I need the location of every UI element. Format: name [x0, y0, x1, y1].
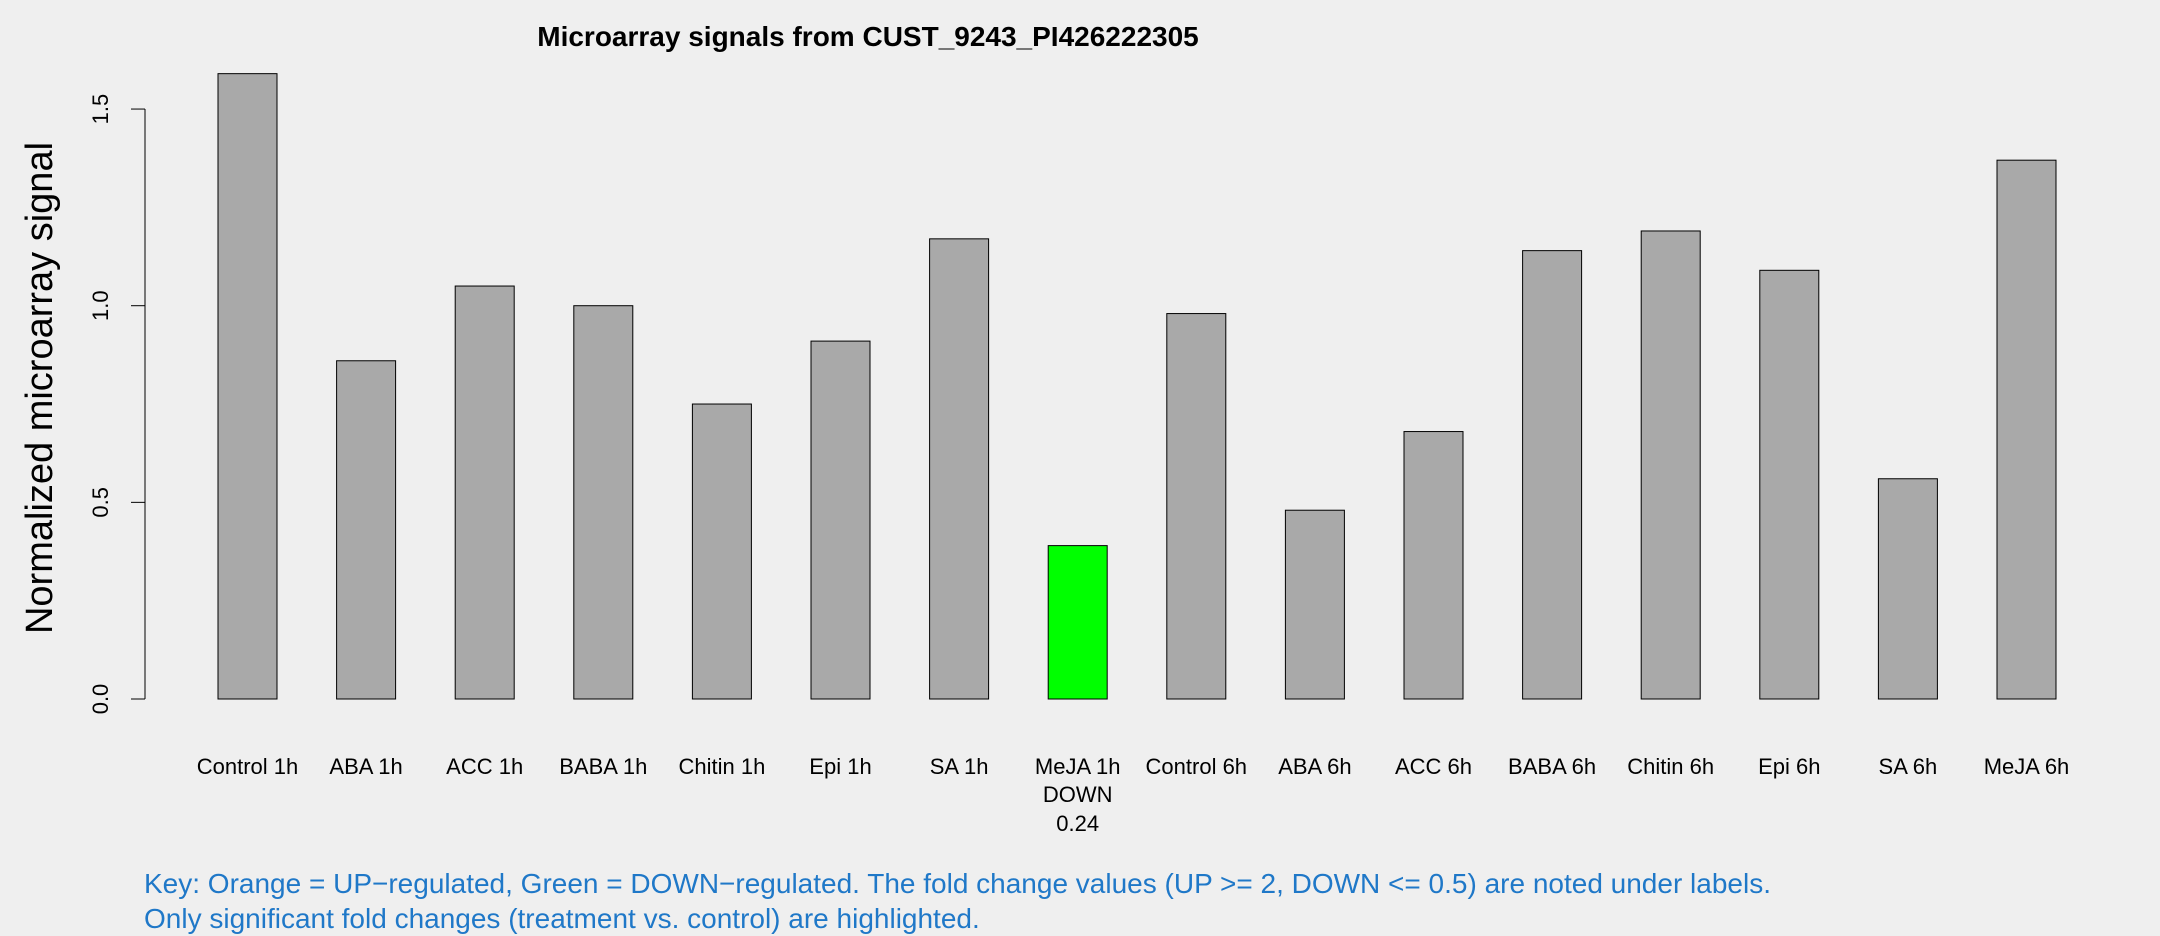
category-label: MeJA 1h: [1035, 754, 1121, 779]
category-label: BABA 1h: [559, 754, 647, 779]
y-axis-label: Normalized microarray signal: [19, 142, 61, 634]
bar-epi-6h: [1759, 269, 1820, 700]
y-axis: 0.0 0.5 1.0 1.5: [88, 94, 146, 715]
key-line-1: Key: Orange = UP−regulated, Green = DOWN…: [144, 868, 1771, 899]
bar-chitin-1h: [691, 403, 752, 700]
chart-title: Microarray signals from CUST_9243_PI4262…: [537, 21, 1199, 52]
category-labels: Control 1h ABA 1h ACC 1h BABA 1h Chitin 1h Ep…: [197, 754, 2070, 836]
bar-acc-6h: [1403, 431, 1464, 700]
category-label: SA 6h: [1879, 754, 1938, 779]
bar-baba-1h: [573, 305, 634, 700]
bar-control-1h: [217, 73, 278, 700]
category-label: ACC 6h: [1395, 754, 1472, 779]
y-tick-label: 0.0: [88, 684, 113, 715]
category-label: Control 6h: [1146, 754, 1248, 779]
bar-chitin-6h: [1640, 230, 1701, 700]
category-label: Epi 1h: [809, 754, 871, 779]
bar-epi-1h: [810, 340, 871, 700]
category-label: MeJA 6h: [1984, 754, 2070, 779]
bar-sa-1h: [929, 238, 990, 700]
bar-meja-6h: [1996, 159, 2057, 700]
bars-group: [217, 73, 2057, 700]
category-label: Epi 6h: [1758, 754, 1820, 779]
y-tick-label: 1.0: [88, 290, 113, 321]
category-label: Chitin 6h: [1627, 754, 1714, 779]
bar-acc-1h: [454, 285, 515, 700]
category-label: ABA 6h: [1278, 754, 1351, 779]
bar-baba-6h: [1522, 250, 1583, 700]
category-label: ABA 1h: [329, 754, 402, 779]
fold-change-label: 0.24: [1056, 811, 1099, 836]
category-label: ACC 1h: [446, 754, 523, 779]
y-tick-label: 0.5: [88, 487, 113, 518]
bar-aba-6h: [1284, 509, 1345, 700]
bar-meja-1h: [1047, 545, 1108, 700]
regulation-label: DOWN: [1043, 782, 1113, 807]
category-label: BABA 6h: [1508, 754, 1596, 779]
bar-control-6h: [1166, 313, 1227, 700]
bar-aba-1h: [336, 360, 397, 700]
category-label: SA 1h: [930, 754, 989, 779]
bar-sa-6h: [1877, 478, 1938, 700]
category-label: Chitin 1h: [678, 754, 765, 779]
key-line-2: Only significant fold changes (treatment…: [144, 903, 980, 934]
category-label: Control 1h: [197, 754, 299, 779]
y-tick-label: 1.5: [88, 94, 113, 125]
